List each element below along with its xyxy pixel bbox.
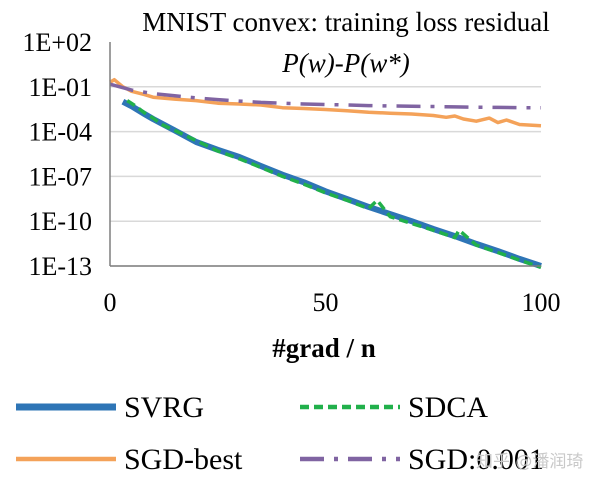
y-tick-label: 1E-13 [28,252,92,281]
x-tick-label: 100 [522,288,561,317]
x-axis-label: #grad / n [272,333,376,363]
series-line-svrg [121,99,542,269]
y-tick-label: 1E-04 [28,118,92,147]
legend-label: SDCA [408,391,488,424]
y-tick-label: 1E-07 [28,162,92,191]
legend-label: SGD-best [124,443,243,476]
gridlines [110,86,541,267]
title-background [112,6,600,36]
y-tick-labels: 1E+02 1E-01 1E-04 1E-07 1E-10 1E-13 [22,28,92,281]
watermark: 知乎 @潘润琦 [476,452,583,472]
legend-label: SVRG [124,391,204,424]
y-tick-label: 1E-01 [28,73,92,102]
series-line-sgd-0-001 [109,82,542,110]
chart-title: MNIST convex: training loss residual [142,7,549,37]
x-tick-labels: 0 50 100 [104,288,561,317]
chart-subtitle: P(w)-P(w*) [281,48,409,78]
legend: SVRG SDCA SGD-best SGD:0.001 [16,391,544,476]
series-line-sgd-best [109,77,542,128]
x-tick-label: 0 [104,288,117,317]
legend-label: SGD:0.001 [408,443,544,476]
series-layer [109,77,542,270]
y-tick-label: 1E+02 [22,28,92,57]
y-tick-label: 1E-10 [28,207,92,236]
series-line-sdca [126,99,542,270]
x-tick-label: 50 [313,288,339,317]
